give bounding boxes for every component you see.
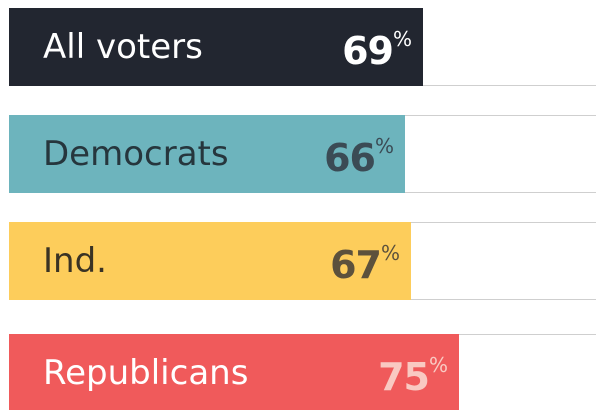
category-label: Democrats — [43, 134, 229, 174]
value-label: 69% — [342, 27, 411, 73]
bar — [9, 8, 423, 86]
category-label: Ind. — [43, 241, 107, 281]
value-label: 66% — [324, 134, 393, 180]
value-label: 67% — [330, 241, 399, 287]
bar — [9, 334, 459, 410]
category-label: Republicans — [43, 353, 248, 393]
category-label: All voters — [43, 27, 203, 67]
bar — [9, 222, 411, 300]
bar — [9, 115, 405, 193]
value-label: 75% — [378, 353, 447, 399]
